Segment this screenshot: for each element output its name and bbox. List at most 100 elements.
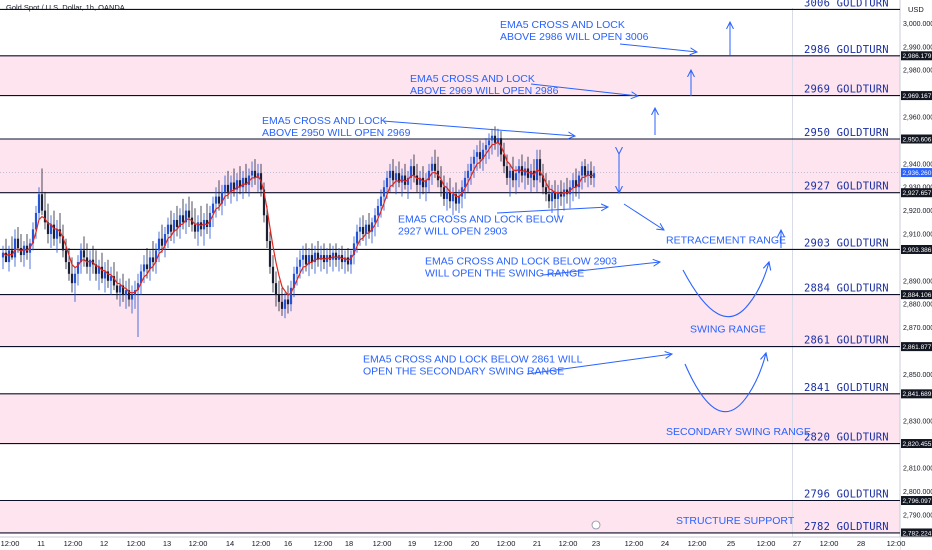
candle-body bbox=[157, 238, 161, 251]
candle bbox=[139, 264, 143, 295]
candle-body bbox=[55, 229, 59, 239]
candle bbox=[538, 149, 542, 183]
x-tick-label: 14 bbox=[226, 539, 234, 548]
level-badge bbox=[901, 342, 932, 352]
candle-body bbox=[478, 152, 482, 160]
candle bbox=[481, 142, 485, 171]
y-tick-label: 2,920.000 bbox=[903, 208, 932, 215]
ema5-line bbox=[2, 141, 595, 297]
candle bbox=[61, 224, 65, 258]
candle bbox=[97, 259, 101, 291]
candle-body bbox=[463, 177, 467, 188]
level-label: 2884 GOLDTURN bbox=[804, 283, 889, 295]
candle bbox=[76, 255, 80, 286]
candle-body bbox=[547, 194, 551, 202]
candle-body bbox=[325, 255, 329, 263]
y-tick-label: 2,980.000 bbox=[903, 68, 932, 75]
candle bbox=[439, 166, 443, 197]
candle-body bbox=[439, 180, 443, 188]
candle bbox=[154, 243, 158, 274]
candle bbox=[220, 184, 224, 216]
candle-body bbox=[127, 290, 131, 300]
annotation-line: SECONDARY SWING RANGE bbox=[666, 426, 811, 438]
level-badge bbox=[901, 91, 932, 101]
candle bbox=[232, 168, 236, 197]
price-axis[interactable]: 3,000.000 2,990.000 2,980.000 2,960.000 2,94… bbox=[903, 21, 932, 519]
level-label: 2950 GOLDTURN bbox=[804, 127, 889, 139]
level-badge-label: 2,927.657 bbox=[903, 190, 932, 197]
level-label: 2820 GOLDTURN bbox=[804, 432, 889, 444]
candle-body bbox=[118, 285, 122, 293]
level-badge-label: 2,820.455 bbox=[903, 441, 932, 448]
candle bbox=[466, 163, 470, 192]
y-tick-label: 2,850.000 bbox=[903, 372, 932, 379]
candle bbox=[217, 180, 221, 211]
candle bbox=[391, 159, 395, 188]
time-axis[interactable]: 12:00 11 12:00 12 12:00 13 12:00 14 12:00 16 12:00… bbox=[0, 520, 932, 550]
candle-body bbox=[22, 245, 26, 256]
candle-body bbox=[7, 250, 11, 263]
candle-body bbox=[505, 166, 509, 178]
level-badge bbox=[901, 188, 932, 198]
candle bbox=[343, 250, 347, 274]
event-marker-icon[interactable] bbox=[591, 520, 601, 530]
annotation-line: ABOVE 2969 WILL OPEN 2986 bbox=[410, 85, 559, 97]
annotation-line: WILL OPEN THE SWING RANGE bbox=[425, 267, 584, 279]
candle-body bbox=[502, 154, 506, 167]
candle-body bbox=[508, 170, 512, 178]
candle-body bbox=[454, 194, 458, 204]
candle bbox=[292, 266, 296, 298]
candle-body bbox=[361, 226, 365, 235]
candle-body bbox=[76, 262, 80, 274]
candle bbox=[64, 238, 68, 270]
candle bbox=[328, 243, 332, 267]
annotation-text: SECONDARY SWING RANGE bbox=[666, 426, 811, 438]
candle bbox=[31, 222, 35, 251]
candle-body bbox=[139, 271, 143, 284]
candle bbox=[379, 189, 383, 218]
candle bbox=[211, 196, 215, 227]
x-tick-label: 12:00 bbox=[434, 539, 453, 548]
candle bbox=[223, 175, 227, 206]
candle bbox=[478, 140, 482, 169]
level-label: 2796 GOLDTURN bbox=[804, 489, 889, 501]
candle bbox=[82, 236, 86, 267]
zone-band bbox=[0, 55, 900, 96]
level-badge bbox=[901, 496, 932, 506]
level-badge bbox=[901, 244, 932, 254]
x-tick-label: 18 bbox=[345, 539, 353, 548]
currency-label: USD bbox=[908, 5, 924, 14]
x-tick-label: 12:00 bbox=[189, 539, 208, 548]
candle-body bbox=[193, 224, 197, 232]
annotation-line: 2927 WILL OPEN 2903 bbox=[398, 225, 508, 237]
candle-body bbox=[577, 175, 581, 188]
candle bbox=[271, 255, 275, 293]
candle-body bbox=[574, 180, 578, 188]
candle-body bbox=[289, 287, 293, 305]
candle-body bbox=[544, 187, 548, 195]
candle-body bbox=[46, 222, 50, 235]
candle-body bbox=[214, 196, 218, 204]
y-tick-label: 3,000.000 bbox=[903, 21, 932, 28]
candle-body bbox=[61, 236, 65, 251]
candle-body bbox=[181, 215, 185, 223]
level-badge-label: 2,796.097 bbox=[903, 498, 932, 505]
candle bbox=[112, 262, 116, 291]
candle-body bbox=[280, 301, 284, 309]
candle-body bbox=[553, 191, 557, 199]
candle bbox=[277, 280, 281, 312]
candle-body bbox=[355, 231, 359, 244]
candle bbox=[529, 163, 533, 192]
level-label: 2986 GOLDTURN bbox=[804, 44, 889, 56]
annotation-line: SWING RANGE bbox=[690, 323, 766, 335]
candle bbox=[247, 168, 251, 197]
candle-body bbox=[370, 222, 374, 232]
candle bbox=[397, 161, 401, 188]
candle-body bbox=[100, 266, 104, 279]
candle bbox=[256, 163, 260, 192]
annotation-line: EMA5 CROSS AND LOCK BELOW 2903 bbox=[425, 255, 617, 267]
candle-body bbox=[541, 175, 545, 188]
swing-curve bbox=[682, 262, 769, 318]
candle bbox=[37, 187, 41, 220]
